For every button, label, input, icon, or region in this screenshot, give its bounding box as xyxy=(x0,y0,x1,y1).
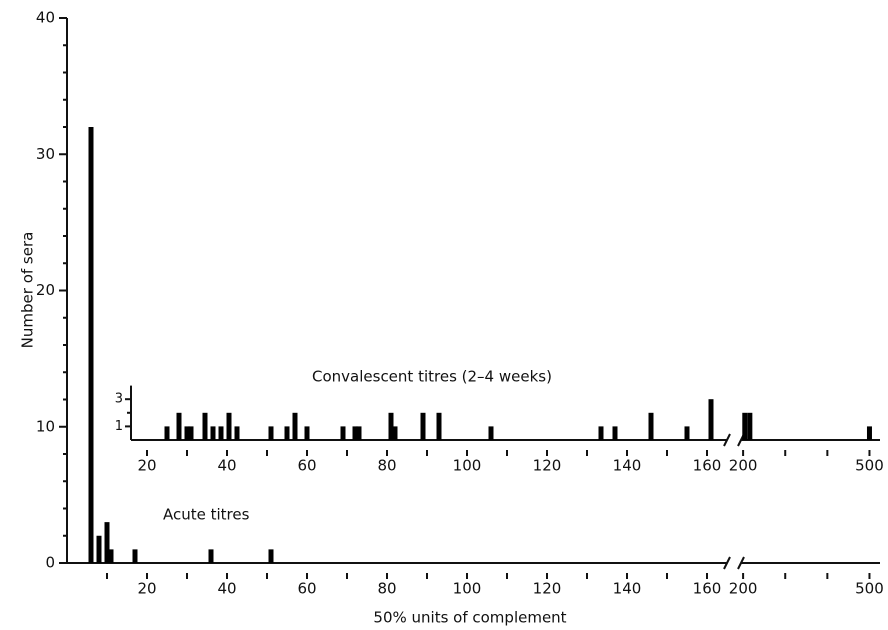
bar xyxy=(420,412,426,440)
x-tick-label: 40 xyxy=(217,457,236,475)
bar xyxy=(96,535,102,563)
bar xyxy=(132,549,138,563)
axis-break xyxy=(723,433,745,447)
bar xyxy=(304,426,310,440)
bar xyxy=(104,522,110,563)
bar xyxy=(340,426,346,440)
bar xyxy=(436,412,442,440)
x-tick-label: 160 xyxy=(693,580,722,598)
bar xyxy=(164,426,170,440)
x-axis-label: 50% units of complement xyxy=(373,609,566,627)
x-tick-label: 120 xyxy=(533,457,562,475)
x-tick-label: 500 xyxy=(855,580,884,598)
x-tick-label: 200 xyxy=(729,457,758,475)
bar xyxy=(866,426,872,440)
x-tick-label: 60 xyxy=(297,580,316,598)
bar xyxy=(684,426,690,440)
bar xyxy=(202,412,208,440)
bar xyxy=(176,412,182,440)
bar xyxy=(234,426,240,440)
bar xyxy=(208,549,214,563)
x-tick-label: 80 xyxy=(377,580,396,598)
y-tick-label: 40 xyxy=(36,9,55,27)
bar xyxy=(392,426,398,440)
x-tick-label: 100 xyxy=(453,457,482,475)
bar xyxy=(218,426,224,440)
bar xyxy=(388,412,394,440)
x-tick-label: 80 xyxy=(377,457,396,475)
bar xyxy=(598,426,604,440)
bar xyxy=(747,412,753,440)
y-tick-label: 30 xyxy=(36,145,55,163)
y-tick-label: 0 xyxy=(45,554,55,572)
x-tick-label: 60 xyxy=(297,457,316,475)
bar xyxy=(352,426,358,440)
x-tick-label: 140 xyxy=(613,457,642,475)
bar xyxy=(268,549,274,563)
x-tick-label: 200 xyxy=(729,580,758,598)
bar xyxy=(742,412,748,440)
x-tick-label: 40 xyxy=(217,580,236,598)
annotation: Acute titres xyxy=(163,506,250,524)
bar xyxy=(284,426,290,440)
y-tick-label: 10 xyxy=(36,417,55,435)
bar xyxy=(292,412,298,440)
x-tick-label: 100 xyxy=(453,580,482,598)
bar xyxy=(708,399,714,440)
y-axis-label: Number of sera xyxy=(19,232,37,349)
bar xyxy=(108,549,114,563)
x-tick-label: 120 xyxy=(533,580,562,598)
bar xyxy=(356,426,362,440)
axis-break xyxy=(723,556,745,570)
bar xyxy=(184,426,190,440)
y-tick-label: 3 xyxy=(115,392,123,407)
bar xyxy=(210,426,216,440)
x-tick-label: 500 xyxy=(855,457,884,475)
bar xyxy=(612,426,618,440)
bar xyxy=(488,426,494,440)
bar xyxy=(268,426,274,440)
bar xyxy=(648,412,654,440)
x-tick-label: 20 xyxy=(137,580,156,598)
x-tick-label: 160 xyxy=(693,457,722,475)
bar xyxy=(88,127,94,563)
y-tick-label: 20 xyxy=(36,281,55,299)
bar xyxy=(188,426,194,440)
inset-title: Convalescent titres (2–4 weeks) xyxy=(312,368,552,386)
x-tick-label: 140 xyxy=(613,580,642,598)
bar xyxy=(226,412,232,440)
x-tick-label: 20 xyxy=(137,457,156,475)
y-tick-label: 1 xyxy=(115,419,123,434)
